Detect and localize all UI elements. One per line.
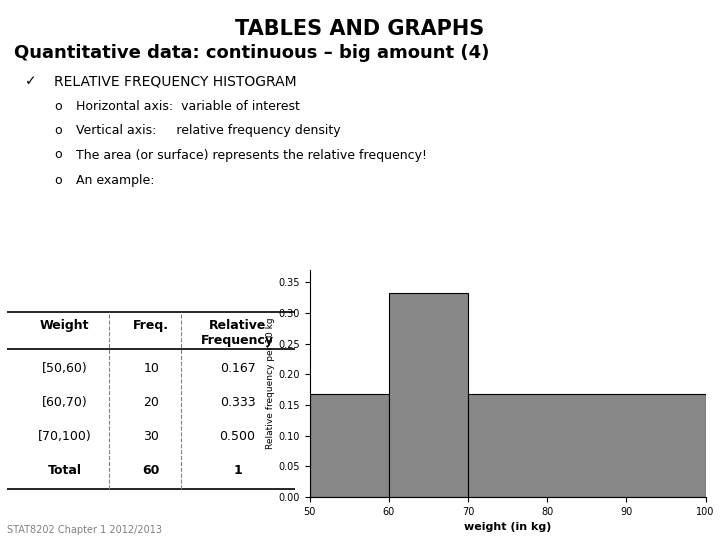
Text: TABLES AND GRAPHS: TABLES AND GRAPHS	[235, 19, 485, 39]
Text: Total: Total	[48, 464, 82, 477]
Text: ✓: ✓	[25, 75, 37, 89]
Text: 1: 1	[233, 464, 242, 477]
Text: o: o	[54, 100, 62, 113]
Text: [70,100): [70,100)	[38, 430, 91, 443]
Text: 0.167: 0.167	[220, 362, 256, 375]
Text: STAT8202 Chapter 1 2012/2013: STAT8202 Chapter 1 2012/2013	[7, 524, 162, 535]
Text: Freq.: Freq.	[133, 319, 169, 332]
Text: Weight: Weight	[40, 319, 89, 332]
Y-axis label: Relative frequency per 10 kg: Relative frequency per 10 kg	[266, 318, 276, 449]
Text: 0.500: 0.500	[220, 430, 256, 443]
Text: o: o	[54, 124, 62, 137]
Text: Vertical axis:     relative frequency density: Vertical axis: relative frequency densit…	[76, 124, 341, 137]
Bar	[310, 394, 389, 497]
Text: o: o	[54, 148, 62, 161]
Text: RELATIVE FREQUENCY HISTOGRAM: RELATIVE FREQUENCY HISTOGRAM	[54, 75, 297, 89]
Text: [50,60): [50,60)	[42, 362, 88, 375]
Text: The area (or surface) represents the relative frequency!: The area (or surface) represents the rel…	[76, 148, 426, 161]
Text: 0.333: 0.333	[220, 396, 256, 409]
Text: 60: 60	[143, 464, 160, 477]
Text: 30: 30	[143, 430, 159, 443]
Bar	[468, 394, 706, 497]
Text: [60,70): [60,70)	[42, 396, 88, 409]
Text: Horizontal axis:  variable of interest: Horizontal axis: variable of interest	[76, 100, 300, 113]
Text: An example:: An example:	[76, 174, 154, 187]
Text: Quantitative data: continuous – big amount (4): Quantitative data: continuous – big amou…	[14, 44, 490, 62]
Text: Relative
Frequency: Relative Frequency	[201, 319, 274, 347]
Text: o: o	[54, 174, 62, 187]
X-axis label: weight (in kg): weight (in kg)	[464, 522, 552, 532]
Text: 20: 20	[143, 396, 159, 409]
Bar	[389, 293, 468, 497]
Text: 10: 10	[143, 362, 159, 375]
